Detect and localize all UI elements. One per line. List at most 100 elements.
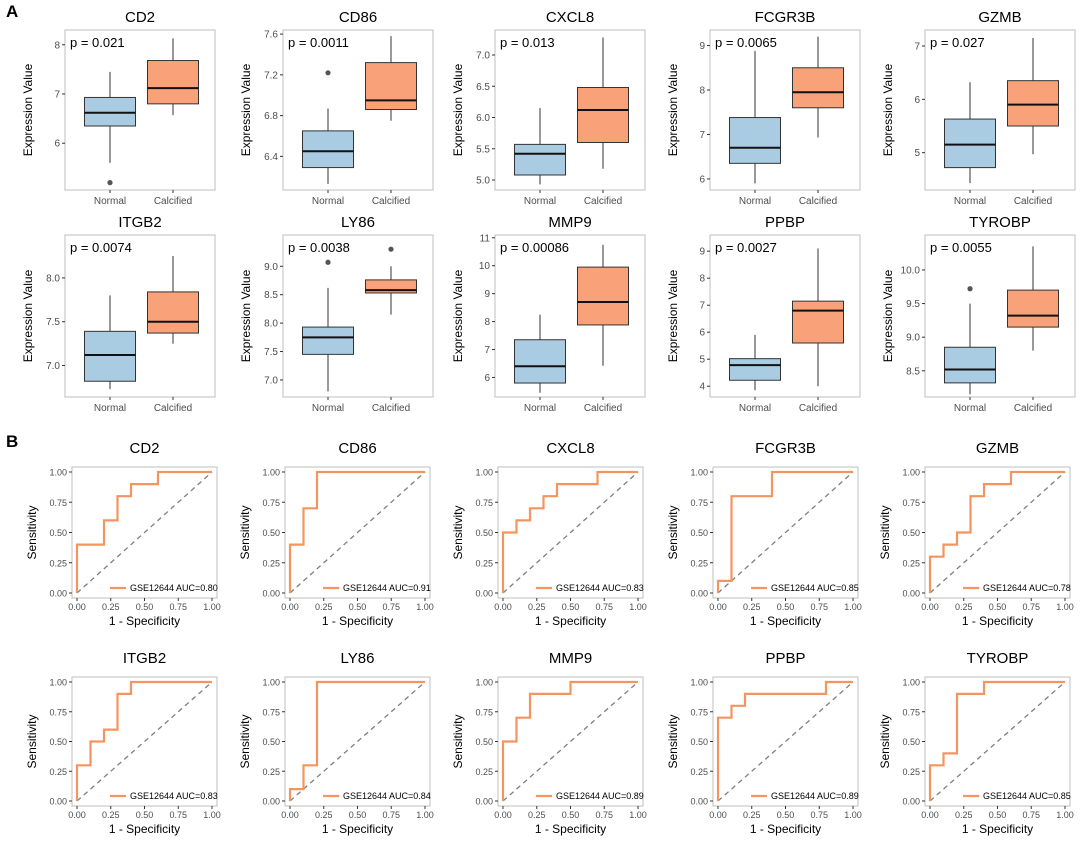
y-tick-label: 0.50 [690, 737, 708, 747]
y-tick-label: 8 [699, 274, 705, 285]
y-tick-label: 8 [699, 86, 705, 97]
x-tick-label: Calcified [799, 196, 837, 207]
x-tick-label: 0.50 [777, 810, 795, 820]
box-calcified [1007, 38, 1059, 155]
x-tick-label: 1.00 [1056, 602, 1074, 612]
boxplot-cd86: CD86 p = 0.0011 6.4 6.8 7.2 7.6 Expression Val… [239, 9, 434, 207]
x-tick-label: 0.25 [955, 810, 973, 820]
box-normal [944, 82, 996, 184]
box-iqr [1007, 80, 1059, 127]
x-tick-label: Normal [312, 196, 344, 207]
x-tick-label: Calcified [154, 196, 192, 207]
x-tick-label: 0.00 [494, 602, 512, 612]
x-tick-label: Calcified [154, 403, 192, 414]
x-tick-label: 0.25 [528, 810, 546, 820]
roc-cd2: CD2 0.000.00 0.25 0.25 0.50 0.50 0.75 0.75 1.00 1… [25, 440, 221, 628]
panel-label-a: A [6, 2, 19, 21]
x-tick-label: 1.00 [203, 602, 221, 612]
y-tick-label: 0.75 [475, 707, 493, 717]
y-tick-label: 0.50 [49, 737, 67, 747]
box-iqr [302, 326, 354, 355]
panel-label-b: B [6, 432, 19, 451]
box-iqr [514, 143, 566, 176]
y-tick-label: 9 [484, 289, 490, 300]
x-tick-label: 0.75 [595, 602, 613, 612]
roc-curve [928, 680, 1065, 801]
chart-title: TYROBP [967, 650, 1029, 667]
y-tick-label: 0.00 [475, 589, 493, 599]
reference-diagonal [717, 471, 854, 594]
x-tick-label: 0.50 [349, 602, 367, 612]
x-tick-label: 0.25 [315, 602, 333, 612]
y-tick-label: 0.25 [262, 558, 280, 568]
box-calcified [577, 37, 629, 169]
p-value-label: p = 0.0027 [715, 240, 777, 255]
y-tick-label: 7 [699, 130, 705, 141]
chart-title: PPBP [765, 214, 805, 231]
roc-ly86: LY86 0.000.00 0.25 0.25 0.50 0.50 0.75 0.75 1.00… [238, 650, 434, 836]
y-tick-label: 0.75 [49, 498, 67, 508]
y-tick-label: 9 [699, 247, 705, 258]
legend-label: GSE12644 AUC=0.78 [983, 583, 1071, 593]
y-tick-label: 7.6 [264, 30, 278, 41]
p-value-label: p = 0.0055 [930, 240, 992, 255]
y-tick-label: 1.00 [690, 678, 708, 688]
y-tick-label: 0.25 [49, 767, 67, 777]
y-axis-label: Sensitivity [666, 505, 680, 559]
plot-frame [494, 29, 646, 191]
plot-frame [924, 234, 1076, 398]
y-tick-label: 5.5 [476, 144, 490, 155]
x-tick-label: 0.25 [528, 602, 546, 612]
chart-title: ITGB2 [123, 650, 166, 667]
y-tick-label: 0.00 [690, 797, 708, 807]
box-normal [514, 314, 566, 393]
roc-curve [75, 680, 212, 801]
y-tick-label: 6.5 [476, 82, 490, 93]
p-value-label: p = 0.0038 [288, 240, 350, 255]
outlier-point [388, 246, 394, 252]
y-tick-label: 9 [699, 41, 705, 52]
y-axis-label: Sensitivity [25, 505, 39, 559]
x-tick-label: 1.00 [844, 810, 862, 820]
y-tick-label: 0.75 [49, 707, 67, 717]
reference-diagonal [76, 681, 213, 802]
roc-curve [501, 680, 638, 801]
box-normal [729, 334, 781, 391]
box-iqr [792, 67, 844, 109]
y-tick-label: 5.0 [476, 176, 490, 187]
y-tick-label: 0.50 [475, 737, 493, 747]
plot-frame [709, 234, 861, 398]
box-iqr [365, 62, 417, 110]
y-tick-label: 0.00 [475, 797, 493, 807]
x-tick-label: 0.75 [810, 810, 828, 820]
y-tick-label: 0.50 [262, 528, 280, 538]
x-tick-label: 0.25 [955, 602, 973, 612]
x-tick-label: 0.50 [562, 602, 580, 612]
roc-curve [501, 470, 638, 593]
box-iqr [147, 291, 199, 334]
y-axis-label: Expression Value [881, 269, 895, 362]
x-tick-label: Normal [954, 196, 986, 207]
reference-diagonal [289, 681, 426, 802]
legend-label: GSE12644 AUC=0.85 [771, 583, 859, 593]
roc-cxcl8: CXCL8 0.000.00 0.25 0.25 0.50 0.50 0.75 0.75 1.0… [451, 440, 647, 628]
y-axis-label: Expression Value [666, 63, 680, 156]
reference-diagonal [289, 471, 426, 594]
outlier-point [107, 180, 113, 186]
p-value-label: p = 0.00086 [500, 240, 569, 255]
reference-diagonal [502, 681, 639, 802]
box-iqr [729, 358, 781, 381]
plot-frame [709, 29, 861, 191]
legend-label: GSE12644 AUC=0.80 [130, 583, 218, 593]
y-tick-label: 0.00 [902, 589, 920, 599]
x-tick-label: 0.50 [136, 602, 154, 612]
chart-title: GZMB [976, 440, 1019, 457]
box-calcified [792, 248, 844, 387]
x-axis-label: 1 - Specificity [109, 614, 180, 628]
x-tick-label: 1.00 [629, 810, 647, 820]
roc-curve [716, 680, 853, 801]
y-tick-label: 0.00 [49, 589, 67, 599]
box-calcified [147, 38, 199, 116]
x-tick-label: 0.00 [68, 602, 86, 612]
